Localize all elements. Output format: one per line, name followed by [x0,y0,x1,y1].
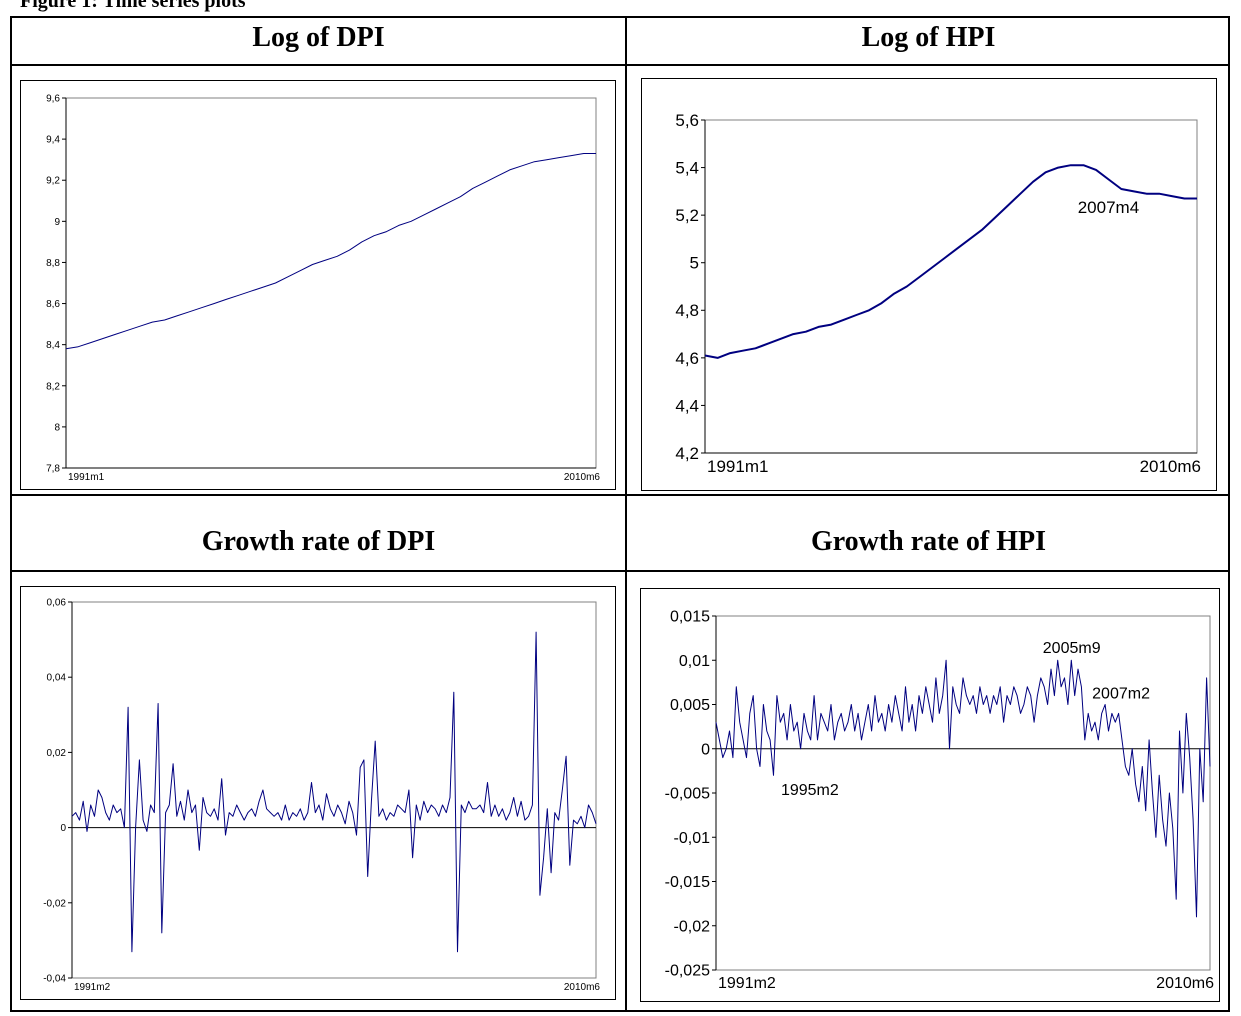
y-tick-label: 9 [54,217,60,228]
annotation-label: 2007m4 [1078,198,1139,217]
y-tick-label: 0,04 [47,673,67,684]
chart-outer-border [20,586,616,1000]
y-tick-label: -0,015 [665,874,710,891]
frame-divider-middle [10,494,1230,496]
y-tick-label: -0,02 [43,898,66,909]
y-tick-label: 4,4 [675,396,699,415]
chart-outer-border [640,588,1220,1002]
y-tick-label: 7,8 [46,464,60,475]
series-line [704,164,1197,359]
y-tick-label: -0,02 [674,918,711,935]
annotation-label: 2005m9 [1043,640,1101,657]
y-tick-label: 0,02 [47,748,67,759]
y-tick-label: 0,005 [670,697,710,714]
y-tick-label: 0,01 [679,653,710,670]
y-tick-label: -0,01 [674,830,711,847]
y-tick-label: 4,2 [675,444,699,463]
y-tick-label: 9,6 [46,94,60,105]
y-tick-label: 0,06 [47,598,67,609]
x-start-label: 1991m1 [68,472,105,483]
x-end-label: 2010m6 [564,472,601,483]
y-tick-label: 8,2 [46,381,60,392]
frame-vertical-divider [625,16,627,1012]
y-tick-label: 9,4 [46,135,60,146]
plot-area-border [71,601,597,979]
series-line [71,631,597,953]
y-tick-label: 5,4 [675,159,699,178]
y-tick-label: 0,015 [670,609,710,626]
y-tick-label: 4,6 [675,349,699,368]
y-tick-label: -0,04 [43,974,66,985]
x-start-label: 1991m2 [718,975,776,992]
figure-frame [10,16,1230,1012]
y-tick-label: 5,6 [675,111,699,130]
x-start-label: 1991m1 [707,457,768,476]
annotation-label: 2007m2 [1092,685,1150,702]
panel-title-growth-dpi: Growth rate of DPI [201,526,436,557]
series-line [715,659,1211,918]
y-tick-label: 0 [701,741,710,758]
y-tick-label: 9,2 [46,176,60,187]
y-tick-label: 0 [60,823,66,834]
annotation-label: 1995m2 [781,782,839,799]
panel-title-log-dpi: Log of DPI [252,22,385,53]
y-tick-label: -0,025 [665,963,710,980]
x-start-label: 1991m2 [74,982,111,993]
y-tick-label: 4,8 [675,301,699,320]
y-tick-label: -0,005 [665,786,710,803]
plot-area-border [704,119,1198,454]
panel-title-log-hpi: Log of HPI [861,22,996,53]
chart-log-dpi: 7,8 8 8,2 8,4 8,6 8,8 9 9,2 9,4 9,6 1991m1 2010m6 [20,80,616,490]
x-end-label: 2010m6 [1156,975,1214,992]
y-tick-label: 8 [54,422,60,433]
chart-outer-border [20,80,616,490]
y-tick-label: 5 [690,254,699,273]
figure-caption: Figure 1: Time series plots [20,0,246,12]
x-end-label: 2010m6 [1140,457,1201,476]
y-tick-label: 8,8 [46,258,60,269]
panel-title-growth-hpi: Growth rate of HPI [810,526,1047,557]
y-tick-label: 5,2 [675,206,699,225]
plot-area-border [65,97,597,469]
frame-divider-header-2 [10,570,1230,572]
chart-growth-hpi: -0,025 -0,02 -0,015 -0,01 -0,005 0 0,005 0,01 0,… [640,588,1220,1002]
x-end-label: 2010m6 [564,982,601,993]
chart-log-hpi: 4,2 4,4 4,6 4,8 5 5,2 5,4 5,6 1991m1 2010m6 2007m4 [641,78,1217,491]
series-line [65,153,596,350]
y-tick-label: 8,4 [46,340,60,351]
chart-growth-dpi: -0,04 -0,02 0 0,02 0,04 0,06 1991m2 2010m6 [20,586,616,1000]
chart-outer-border [641,78,1217,491]
frame-divider-header-1 [10,64,1230,66]
y-tick-label: 8,6 [46,299,60,310]
